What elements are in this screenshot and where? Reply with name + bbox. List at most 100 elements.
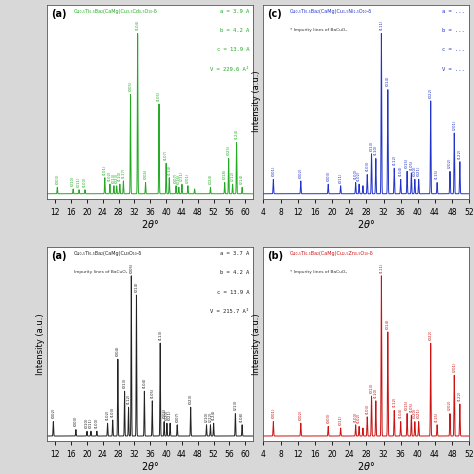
Text: (103): (103) [365, 403, 369, 414]
Text: (023): (023) [115, 172, 118, 182]
Text: c = ...: c = ... [442, 47, 465, 53]
Text: c = 13.9 A: c = 13.9 A [217, 47, 249, 53]
Text: a = 3.7 A: a = 3.7 A [220, 251, 249, 256]
Text: (011): (011) [338, 172, 343, 182]
Text: (111): (111) [379, 262, 383, 273]
Text: (003): (003) [326, 413, 330, 423]
Text: (105): (105) [410, 401, 413, 412]
Text: (007): (007) [174, 172, 178, 182]
Text: (003): (003) [74, 416, 78, 427]
Text: (010): (010) [71, 175, 75, 186]
Text: (003): (003) [326, 171, 330, 181]
X-axis label: $2\theta°$: $2\theta°$ [357, 460, 375, 472]
Text: (211): (211) [180, 171, 184, 181]
Text: (020): (020) [413, 408, 417, 419]
Text: (015): (015) [405, 400, 409, 410]
Text: (006): (006) [144, 169, 147, 179]
Text: (104): (104) [136, 20, 140, 30]
Text: Cu₀.₅Ti₀.₅Ba₂(CaMg)Cu₁.₅Ni₁.₅O₁₀-δ: Cu₀.₅Ti₀.₅Ba₂(CaMg)Cu₁.₅Ni₁.₅O₁₀-δ [290, 9, 373, 14]
Text: (021): (021) [417, 165, 420, 176]
Text: (112): (112) [392, 397, 396, 407]
Text: (111): (111) [379, 20, 383, 30]
Text: (002): (002) [299, 410, 303, 420]
Text: (011): (011) [89, 418, 93, 428]
X-axis label: $2\theta°$: $2\theta°$ [141, 218, 159, 230]
Text: (004): (004) [116, 346, 120, 356]
X-axis label: $2\theta°$: $2\theta°$ [141, 460, 159, 472]
Text: Impurity lines of BaCuO₂: Impurity lines of BaCuO₂ [74, 270, 128, 274]
Text: (104): (104) [399, 408, 403, 419]
Text: (011): (011) [338, 414, 343, 425]
Text: (104): (104) [399, 165, 403, 176]
Text: (202): (202) [448, 158, 452, 168]
Text: (005): (005) [129, 262, 133, 273]
Text: (025): (025) [227, 145, 231, 155]
Text: (103): (103) [365, 161, 369, 171]
Text: (022): (022) [428, 87, 433, 98]
Text: * Impurity lines of BaCuO₂: * Impurity lines of BaCuO₂ [290, 270, 347, 274]
Text: (110): (110) [374, 387, 378, 398]
Text: (016): (016) [177, 174, 181, 184]
Text: (103): (103) [111, 406, 115, 417]
Text: (013): (013) [370, 140, 374, 151]
Text: (013): (013) [370, 382, 374, 393]
Text: (020): (020) [165, 410, 169, 420]
Text: (102): (102) [357, 413, 361, 423]
Text: (021): (021) [168, 410, 172, 420]
Text: b = 4.2 A: b = 4.2 A [220, 270, 249, 275]
Text: (108): (108) [240, 411, 244, 421]
Text: (201): (201) [452, 362, 456, 372]
Text: (001): (001) [271, 408, 275, 419]
Y-axis label: Intensity (a.u.): Intensity (a.u.) [252, 71, 261, 132]
Text: (101): (101) [103, 164, 107, 174]
Text: (003): (003) [55, 173, 59, 184]
Text: (013): (013) [123, 377, 127, 388]
Text: (102): (102) [106, 410, 109, 420]
Text: a = 3.9 A: a = 3.9 A [220, 9, 249, 14]
Text: (014): (014) [135, 282, 138, 292]
Text: (113): (113) [158, 329, 162, 340]
Text: (001): (001) [271, 165, 275, 176]
Text: (105): (105) [150, 387, 154, 398]
Text: (014): (014) [386, 76, 390, 86]
Text: (006): (006) [162, 408, 166, 419]
Text: (011): (011) [77, 176, 81, 187]
Text: (124): (124) [235, 129, 238, 139]
Text: (212): (212) [231, 171, 235, 181]
Text: (112): (112) [392, 155, 396, 165]
Y-axis label: Intensity (a.u.): Intensity (a.u.) [252, 313, 261, 375]
Text: (115): (115) [435, 169, 439, 179]
Text: (110): (110) [374, 145, 378, 155]
Text: V = 215.7 A²: V = 215.7 A² [210, 309, 249, 314]
Text: (112): (112) [127, 393, 130, 404]
Text: (110): (110) [118, 171, 122, 181]
Text: (014): (014) [386, 318, 390, 328]
Text: (100): (100) [95, 418, 99, 428]
Text: (105): (105) [410, 159, 413, 170]
Text: (022): (022) [428, 329, 433, 340]
Text: (114): (114) [167, 164, 171, 174]
Text: (013): (013) [112, 172, 116, 182]
Text: (020): (020) [413, 165, 417, 176]
Text: (212): (212) [209, 411, 212, 421]
Text: b = ...: b = ... [442, 28, 465, 33]
Text: (a): (a) [52, 251, 67, 261]
Text: (c): (c) [268, 9, 283, 18]
Text: (002): (002) [51, 408, 55, 419]
Text: (018): (018) [223, 169, 227, 179]
Text: V = 229.6 A²: V = 229.6 A² [210, 67, 249, 72]
Text: (015): (015) [405, 158, 409, 168]
Text: (100): (100) [354, 411, 358, 421]
Text: (201): (201) [452, 119, 456, 130]
Text: (100): (100) [83, 176, 87, 187]
Text: (117): (117) [121, 167, 126, 178]
Text: (100): (100) [354, 169, 358, 179]
Text: (122): (122) [458, 390, 462, 401]
Text: (002): (002) [299, 167, 303, 178]
Text: (107): (107) [164, 150, 168, 160]
Text: (214): (214) [240, 173, 244, 184]
Text: a = ...: a = ... [442, 9, 465, 14]
Text: V = ...: V = ... [442, 67, 465, 72]
Text: Cu₀.₅Ti₀.₅Ba₂(CaMg)Cu₃.₅Cd₀.₅O₁₀-δ: Cu₀.₅Ti₀.₅Ba₂(CaMg)Cu₃.₅Cd₀.₅O₁₀-δ [74, 9, 158, 14]
Text: (201): (201) [186, 172, 190, 182]
